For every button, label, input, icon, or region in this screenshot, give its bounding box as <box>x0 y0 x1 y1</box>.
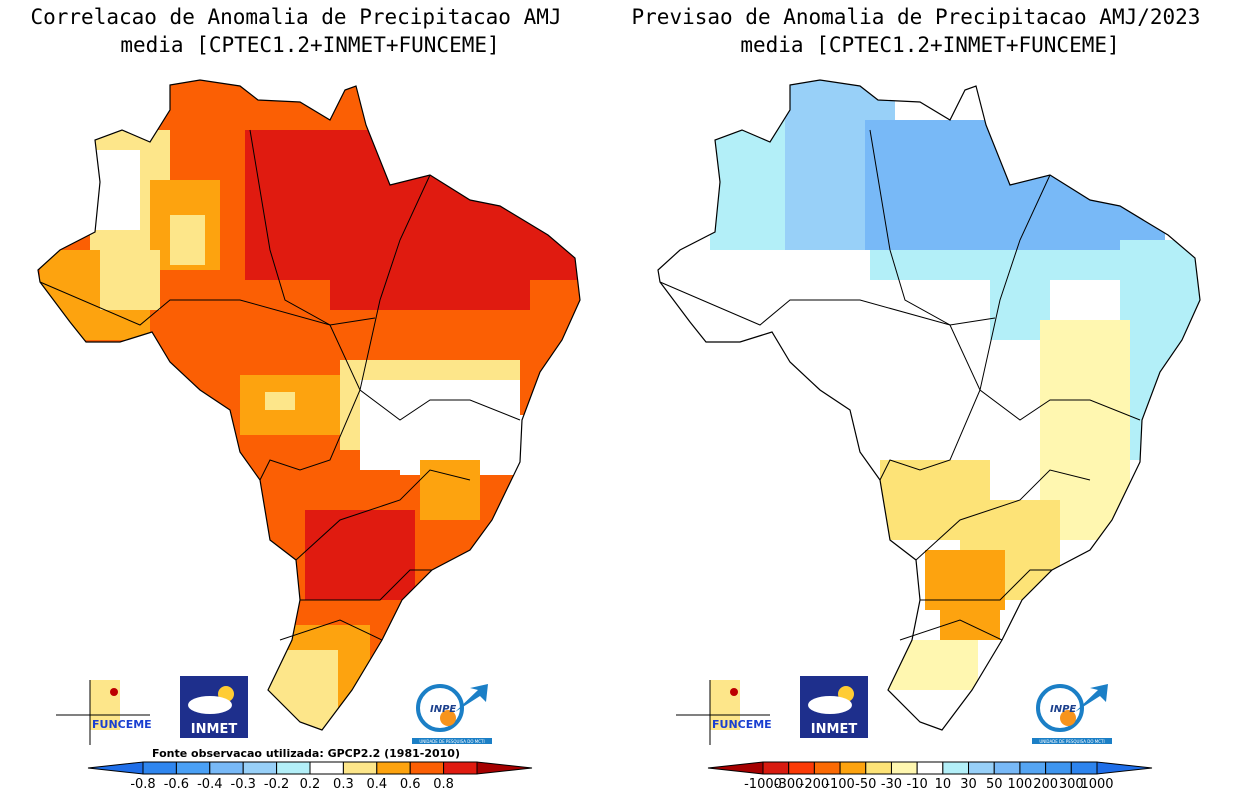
colorbar-box <box>788 761 815 775</box>
colorbar-box <box>1019 761 1047 775</box>
colorbar-tick-label: 100 <box>1008 777 1033 792</box>
colorbar-box <box>409 761 445 775</box>
colorbar-box <box>993 761 1021 775</box>
svg-text:INPE: INPE <box>1050 704 1076 715</box>
colorbar-tick-label: 30 <box>960 777 977 792</box>
colorbar-tick-label: 300 <box>1059 777 1084 792</box>
colorbar-box <box>443 761 478 775</box>
colorbar-tick-label: 1000 <box>1080 777 1113 792</box>
left-map-subtitle: media [CPTEC1.2+INMET+FUNCEME] <box>120 33 499 57</box>
colorbar-box <box>865 761 892 775</box>
colorbar-box <box>376 761 411 775</box>
left-map-title: Correlacao de Anomalia de Precipitacao A… <box>30 5 561 29</box>
colorbar-box <box>813 761 841 775</box>
colorbar-tick-label: 200 <box>1033 777 1058 792</box>
left-colorbar: -0.8 -0.6 -0.4 -0.3 -0.2 0.2 0.3 0.4 0.6 0.8 <box>87 761 533 792</box>
funceme-logo: FUNCEME <box>676 680 772 745</box>
colorbar-tick-label: 0.4 <box>366 777 387 792</box>
funceme-logo: FUNCEME <box>56 680 152 745</box>
colorbar-box <box>142 761 177 775</box>
right-colorbar: -1000-300-200-100 -50 -30 -10 10 30 50 100 200 30… <box>707 761 1153 792</box>
right-map-title: Previsao de Anomalia de Precipitacao AMJ… <box>632 5 1201 29</box>
colorbar-tick-label: -0.2 <box>264 777 289 792</box>
colorbar-box <box>839 761 867 775</box>
colorbar-tick-label: -0.3 <box>231 777 256 792</box>
inmet-logo: INMET <box>800 676 868 738</box>
colorbar-box <box>309 761 344 775</box>
state-borders <box>39 281 376 326</box>
colorbar-tick-label: -30 <box>881 777 902 792</box>
colorbar-box <box>209 761 244 775</box>
colorbar-tick-label: 0.6 <box>400 777 421 792</box>
colorbar-box <box>242 761 278 775</box>
forecast-anomaly-map <box>658 80 1200 730</box>
colorbar-tick-label: 0.3 <box>333 777 354 792</box>
right-map-subtitle: media [CPTEC1.2+INMET+FUNCEME] <box>740 33 1119 57</box>
svg-text:UNIDADE DE PESQUISA DO MCTI: UNIDADE DE PESQUISA DO MCTI <box>1039 739 1104 744</box>
colorbar-tick-label: -300 <box>774 777 804 792</box>
colorbar-box <box>1045 761 1072 775</box>
colorbar-box <box>916 761 944 775</box>
colorbar-tick-label: -1000 <box>744 777 782 792</box>
colorbar-tick-label: -100 <box>825 777 855 792</box>
colorbar-box <box>276 761 311 775</box>
colorbar-box <box>342 761 378 775</box>
logos-right: FUNCEME INMET INPE UNIDADE DE PESQUISA D… <box>676 676 1112 745</box>
left-map-panel: Correlacao de Anomalia de Precipitacao A… <box>30 5 581 731</box>
colorbar-tick-label: -0.4 <box>197 777 222 792</box>
inpe-logo: INPE UNIDADE DE PESQUISA DO MCTI <box>412 684 492 744</box>
inpe-logo: INPE UNIDADE DE PESQUISA DO MCTI <box>1032 684 1112 744</box>
colorbar-low-extend <box>87 761 144 775</box>
source-note: Fonte observacao utilizada: GPCP2.2 (198… <box>152 747 460 760</box>
svg-text:INMET: INMET <box>191 722 238 737</box>
colorbar-box <box>890 761 918 775</box>
svg-text:INMET: INMET <box>811 722 858 737</box>
colorbar-tick-label: -0.6 <box>164 777 189 792</box>
colorbar-tick-label: 0.2 <box>300 777 321 792</box>
svg-text:FUNCEME: FUNCEME <box>92 718 152 731</box>
colorbar-box <box>968 761 995 775</box>
colorbar-box <box>175 761 211 775</box>
colorbar-high-extend <box>1096 761 1153 775</box>
colorbar-tick-label: -50 <box>855 777 876 792</box>
colorbar-box <box>942 761 970 775</box>
right-map-panel: Previsao de Anomalia de Precipitacao AMJ… <box>632 5 1201 731</box>
colorbar-tick-label: -0.8 <box>130 777 155 792</box>
colorbar-tick-label: -200 <box>800 777 830 792</box>
colorbar-tick-label: 10 <box>935 777 952 792</box>
colorbar-box <box>1070 761 1098 775</box>
colorbar-tick-label: 0.8 <box>433 777 454 792</box>
colorbar-box <box>762 761 790 775</box>
svg-text:INPE: INPE <box>430 704 456 715</box>
colorbar-high-extend <box>476 761 533 775</box>
svg-text:UNIDADE DE PESQUISA DO MCTI: UNIDADE DE PESQUISA DO MCTI <box>419 739 484 744</box>
colorbar-low-extend <box>707 761 764 775</box>
inmet-logo: INMET <box>180 676 248 738</box>
correlation-map <box>38 80 580 730</box>
logos-left: FUNCEME INMET INPE UNIDADE DE PESQUISA D… <box>56 676 492 745</box>
svg-text:FUNCEME: FUNCEME <box>712 718 772 731</box>
colorbar-tick-label: -10 <box>907 777 928 792</box>
colorbar-tick-label: 50 <box>986 777 1003 792</box>
